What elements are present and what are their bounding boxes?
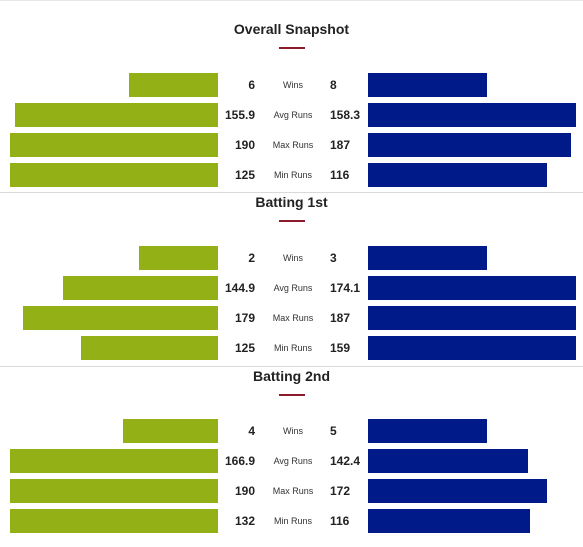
stat-label: Max Runs [272,486,314,496]
team2-value: 172 [330,484,351,498]
team2-value: 142.4 [330,454,361,468]
team1-value: 125 [234,168,255,182]
stat-row: 125 Min Runs 116 [0,163,583,187]
stat-label: Wins [283,253,303,263]
team1-bar [128,73,218,97]
section-divider [0,366,583,367]
team2-bar [368,449,529,473]
team1-bar [10,449,218,473]
team1-value: 2 [248,251,255,265]
team1-bar [10,509,218,533]
team1-value: 132 [234,514,255,528]
stat-label: Wins [283,426,303,436]
stat-label: Max Runs [272,313,314,323]
team2-value: 159 [330,341,351,355]
stat-row: 144.9 Avg Runs 174.1 [0,276,583,300]
team1-bar [10,163,218,187]
stat-row: 190 Max Runs 172 [0,479,583,503]
stat-row: 179 Max Runs 187 [0,306,583,330]
stat-row: 155.9 Avg Runs 158.3 [0,103,583,127]
team2-bar [368,276,576,300]
stat-row: 132 Min Runs 116 [0,509,583,533]
stat-label: Min Runs [273,343,312,353]
stat-row: 2 Wins 3 [0,246,583,270]
top-border [0,0,583,1]
team2-bar [368,336,576,360]
title-underline [279,394,305,396]
team2-bar [368,509,530,533]
team2-value: 187 [330,138,351,152]
team1-value: 166.9 [224,454,255,468]
team1-bar [10,133,218,157]
team2-bar [368,103,576,127]
stat-label: Avg Runs [273,456,313,466]
section-title: Overall Snapshot [233,21,350,37]
team1-bar [23,306,218,330]
team2-value: 158.3 [330,108,361,122]
title-underline [279,47,305,49]
stat-label: Min Runs [273,170,312,180]
team2-bar [368,246,487,270]
team2-bar [368,306,576,330]
section-title: Batting 1st [255,194,328,210]
stat-row: 190 Max Runs 187 [0,133,583,157]
team2-bar [368,419,487,443]
team1-bar [122,419,218,443]
team1-bar [10,479,218,503]
team1-value: 4 [248,424,255,438]
team2-value: 5 [330,424,337,438]
team1-bar [81,336,218,360]
team2-bar [368,163,548,187]
team2-bar [368,73,487,97]
stat-label: Avg Runs [273,110,313,120]
stat-label: Wins [283,80,303,90]
team2-value: 3 [330,251,337,265]
team2-value: 116 [330,514,350,528]
stat-row: 125 Min Runs 159 [0,336,583,360]
title-underline [279,220,305,222]
stat-label: Max Runs [272,140,314,150]
team2-value: 116 [330,168,350,182]
stat-row: 166.9 Avg Runs 142.4 [0,449,583,473]
team1-value: 144.9 [224,281,255,295]
stat-label: Min Runs [273,516,312,526]
team1-value: 190 [234,138,255,152]
stat-row: 6 Wins 8 [0,73,583,97]
team1-value: 125 [234,341,255,355]
team1-value: 155.9 [224,108,255,122]
team1-bar [63,276,218,300]
stat-label: Avg Runs [273,283,313,293]
team1-value: 190 [234,484,255,498]
team2-bar [368,479,548,503]
section-title: Batting 2nd [253,368,330,384]
stat-row: 4 Wins 5 [0,419,583,443]
team2-value: 174.1 [330,281,361,295]
team1-value: 6 [248,78,255,92]
section-divider [0,192,583,193]
team1-value: 179 [234,311,255,325]
team1-bar [15,103,218,127]
team2-bar [368,133,572,157]
team1-bar [138,246,218,270]
team2-value: 8 [330,78,337,92]
team2-value: 187 [330,311,351,325]
